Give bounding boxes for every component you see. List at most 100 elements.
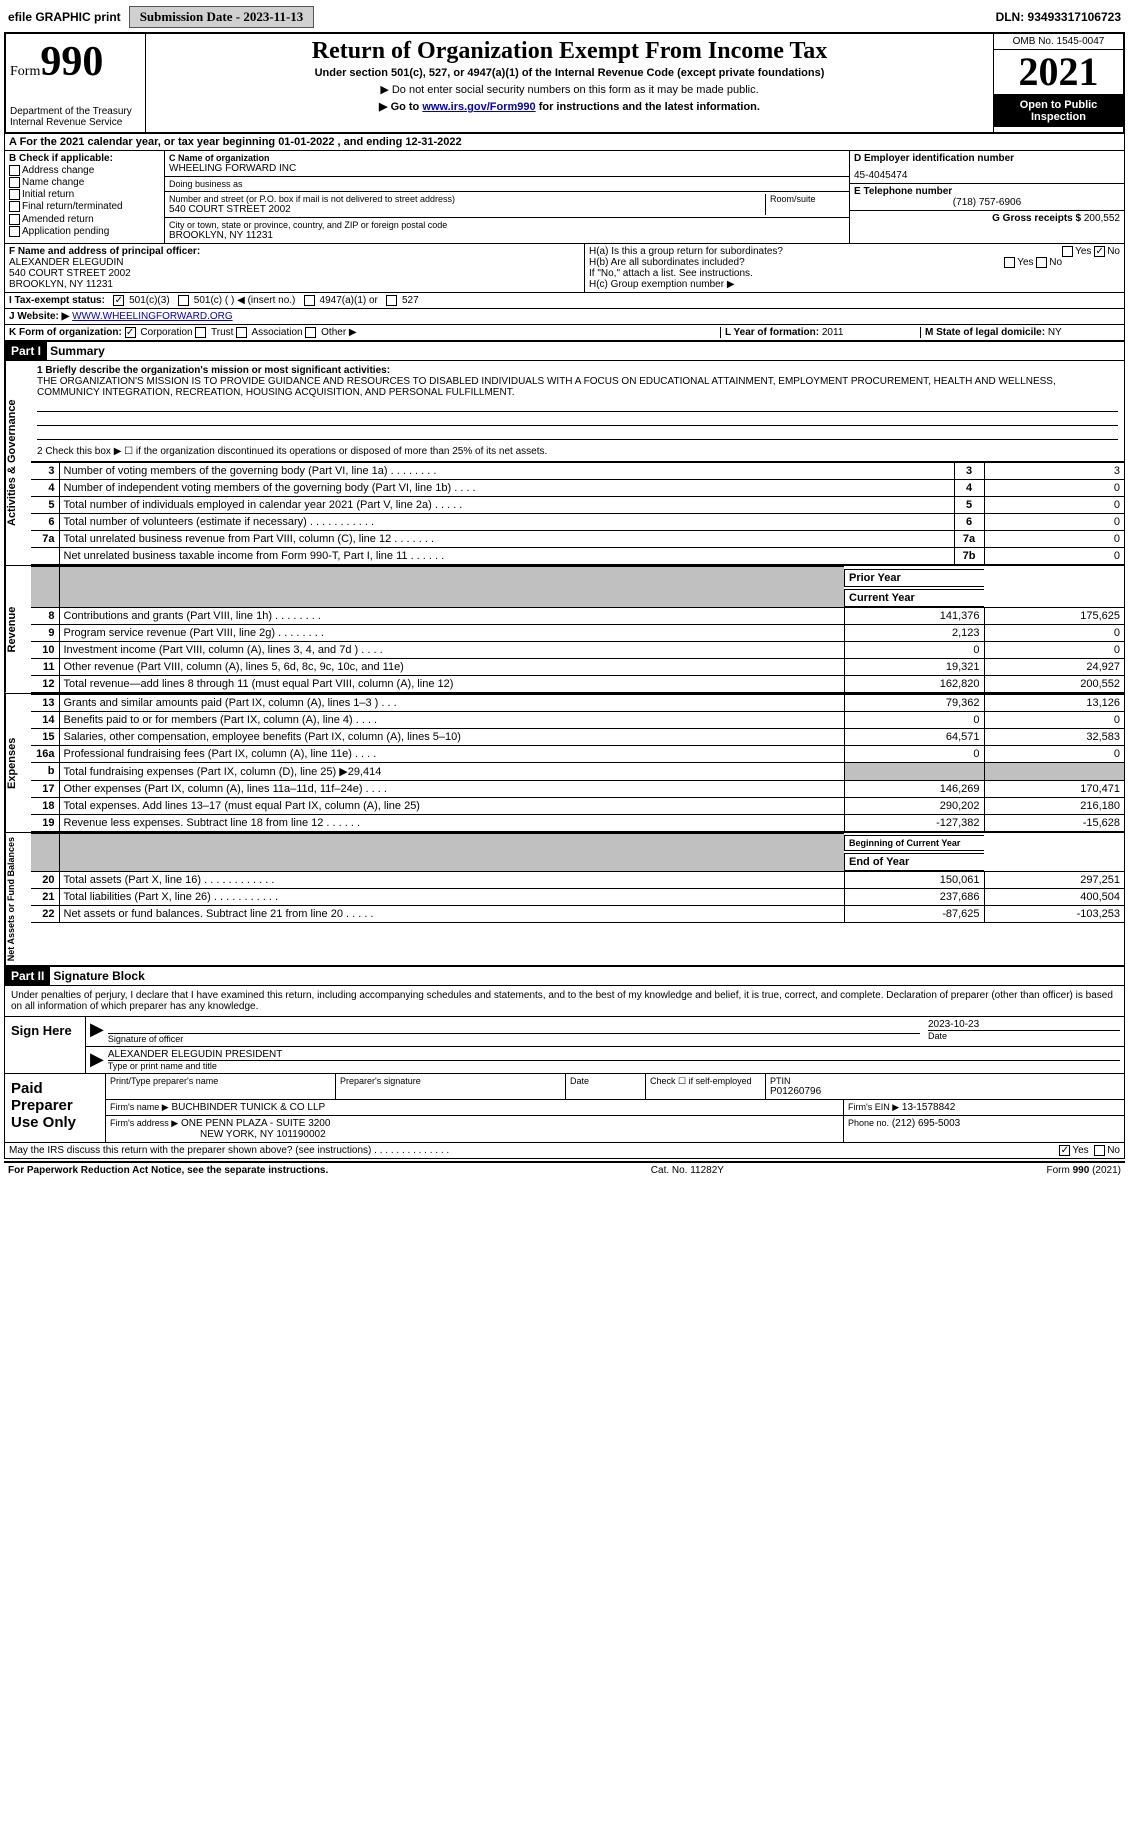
cb-amended[interactable]: Amended return xyxy=(9,214,160,225)
form-subtitle: Under section 501(c), 527, or 4947(a)(1)… xyxy=(150,67,989,79)
preparer-row1: Print/Type preparer's name Preparer's si… xyxy=(106,1074,1124,1100)
revenue-table: Prior Year Current Year 8Contributions a… xyxy=(31,566,1124,693)
row-m-val: NY xyxy=(1048,327,1062,338)
cb-527[interactable] xyxy=(386,295,397,306)
note2-pre: ▶ Go to xyxy=(379,101,422,113)
firm-phone: (212) 695-5003 xyxy=(892,1118,960,1129)
submission-date-button[interactable]: Submission Date - 2023-11-13 xyxy=(129,6,315,28)
cb-final-return[interactable]: Final return/terminated xyxy=(9,201,160,212)
declaration-text: Under penalties of perjury, I declare th… xyxy=(5,986,1124,1016)
opt-501c: 501(c) ( ) ◀ (insert no.) xyxy=(194,295,296,306)
part1-activities: Activities & Governance 1 Briefly descri… xyxy=(4,361,1125,566)
org-name-cell: C Name of organization WHEELING FORWARD … xyxy=(165,151,849,177)
table-row: 21Total liabilities (Part X, line 26) . … xyxy=(31,889,1124,906)
revenue-header-row: Prior Year Current Year xyxy=(31,567,1124,608)
irs-link[interactable]: www.irs.gov/Form990 xyxy=(422,101,535,113)
part1-title: Summary xyxy=(50,344,105,358)
typed-name: ALEXANDER ELEGUDIN PRESIDENT xyxy=(108,1049,1120,1060)
cb-label: Final return/terminated xyxy=(22,202,123,213)
ptin-label: PTIN xyxy=(770,1076,1120,1086)
form-title: Return of Organization Exempt From Incom… xyxy=(150,38,989,65)
revenue-body: Prior Year Current Year 8Contributions a… xyxy=(31,566,1124,693)
row-l: L Year of formation: 2011 xyxy=(720,327,920,338)
firm-name[interactable]: BUCHBINDER TUNICK & CO LLP xyxy=(171,1102,325,1113)
cb-4947[interactable] xyxy=(304,295,315,306)
ptin-value: P01260796 xyxy=(770,1086,1120,1097)
table-row: 11Other revenue (Part VIII, column (A), … xyxy=(31,658,1124,675)
form-prefix: Form xyxy=(10,64,40,79)
efile-label: efile GRAPHIC print xyxy=(8,10,121,24)
ha-yes-cb[interactable] xyxy=(1062,246,1073,257)
hdr-curr: Current Year xyxy=(844,589,984,607)
website-link[interactable]: WWW.WHEELINGFORWARD.ORG xyxy=(72,311,233,322)
expenses-table: 13Grants and similar amounts paid (Part … xyxy=(31,694,1124,832)
footer-year: 2021 xyxy=(1095,1165,1117,1176)
open-inspection: Open to Public Inspection xyxy=(994,95,1123,127)
table-row: bTotal fundraising expenses (Part IX, co… xyxy=(31,762,1124,780)
cb-pending[interactable]: Application pending xyxy=(9,226,160,237)
hb-no-cb[interactable] xyxy=(1036,257,1047,268)
part1-revenue: Revenue Prior Year Current Year 8Contrib… xyxy=(4,566,1125,694)
opt-corp: Corporation xyxy=(140,327,192,338)
cb-501c3[interactable] xyxy=(113,295,124,306)
cb-initial-return[interactable]: Initial return xyxy=(9,189,160,200)
city-value: BROOKLYN, NY 11231 xyxy=(169,230,845,241)
table-row: 20Total assets (Part X, line 16) . . . .… xyxy=(31,872,1124,889)
table-row: 3Number of voting members of the governi… xyxy=(31,463,1124,480)
opt-trust: Trust xyxy=(211,327,233,338)
cb-corporation[interactable] xyxy=(125,327,136,338)
sign-here-label: Sign Here xyxy=(5,1017,85,1073)
cb-501c[interactable] xyxy=(178,295,189,306)
ha-no: No xyxy=(1107,246,1120,257)
form-number: Form990 xyxy=(10,38,141,86)
cb-label: Name change xyxy=(22,177,84,188)
firm-name-label: Firm's name ▶ xyxy=(110,1102,169,1112)
opt-assoc: Association xyxy=(251,327,302,338)
note2-post: for instructions and the latest informat… xyxy=(536,101,760,113)
cb-trust[interactable] xyxy=(195,327,206,338)
activities-body: 1 Briefly describe the organization's mi… xyxy=(31,361,1124,565)
city-label: City or town, state or province, country… xyxy=(169,220,845,230)
footer-right: Form 990 (2021) xyxy=(1047,1165,1122,1176)
table-row: 14Benefits paid to or for members (Part … xyxy=(31,711,1124,728)
hb-label: H(b) Are all subordinates included? xyxy=(589,257,745,268)
table-row: 7aTotal unrelated business revenue from … xyxy=(31,531,1124,548)
sign-here-row: Sign Here ▶ Signature of officer 2023-10… xyxy=(5,1016,1124,1073)
table-row: 16aProfessional fundraising fees (Part I… xyxy=(31,745,1124,762)
cb-other[interactable] xyxy=(305,327,316,338)
discuss-yes-cb[interactable] xyxy=(1059,1145,1070,1156)
addr-value: 540 COURT STREET 2002 xyxy=(169,204,765,215)
header-note2: ▶ Go to www.irs.gov/Form990 for instruct… xyxy=(150,100,989,113)
part2-bar: Part II xyxy=(5,967,50,985)
discuss-no-cb[interactable] xyxy=(1094,1145,1105,1156)
typed-label: Type or print name and title xyxy=(108,1060,1120,1071)
opt-4947: 4947(a)(1) or xyxy=(320,295,378,306)
cb-address-change[interactable]: Address change xyxy=(9,165,160,176)
sig-officer-label: Signature of officer xyxy=(108,1034,920,1044)
expenses-body: 13Grants and similar amounts paid (Part … xyxy=(31,694,1124,832)
row-l-val: 2011 xyxy=(822,327,844,338)
part1-bar: Part I xyxy=(5,342,47,360)
mission-label: 1 Briefly describe the organization's mi… xyxy=(37,365,1118,376)
room-label: Room/suite xyxy=(770,194,845,204)
hb-row: H(b) Are all subordinates included? Yes … xyxy=(589,257,1120,268)
dln-label: DLN: 93493317106723 xyxy=(996,10,1121,24)
side-activities: Activities & Governance xyxy=(5,361,31,565)
table-row: 19Revenue less expenses. Subtract line 1… xyxy=(31,814,1124,831)
hb-yes-cb[interactable] xyxy=(1004,257,1015,268)
cb-assoc[interactable] xyxy=(236,327,247,338)
officer-sig-line: ▶ Signature of officer 2023-10-23 Date xyxy=(86,1017,1124,1047)
inspect-line2: Inspection xyxy=(998,111,1119,123)
q2-checkbox-line: 2 Check this box ▶ ☐ if the organization… xyxy=(37,446,1118,457)
netassets-table: Beginning of Current Year End of Year 20… xyxy=(31,833,1124,924)
ha-no-cb[interactable] xyxy=(1094,246,1105,257)
row-f-officer: F Name and address of principal officer:… xyxy=(5,244,584,292)
discuss-no: No xyxy=(1107,1145,1120,1156)
blank xyxy=(31,567,59,608)
cb-name-change[interactable]: Name change xyxy=(9,177,160,188)
blank-line xyxy=(37,400,1118,412)
page-footer: For Paperwork Reduction Act Notice, see … xyxy=(4,1161,1125,1178)
hdr-prior: Prior Year xyxy=(844,569,984,587)
block-bcd: B Check if applicable: Address change Na… xyxy=(4,151,1125,244)
part2-header-row: Part II Signature Block xyxy=(4,966,1125,986)
